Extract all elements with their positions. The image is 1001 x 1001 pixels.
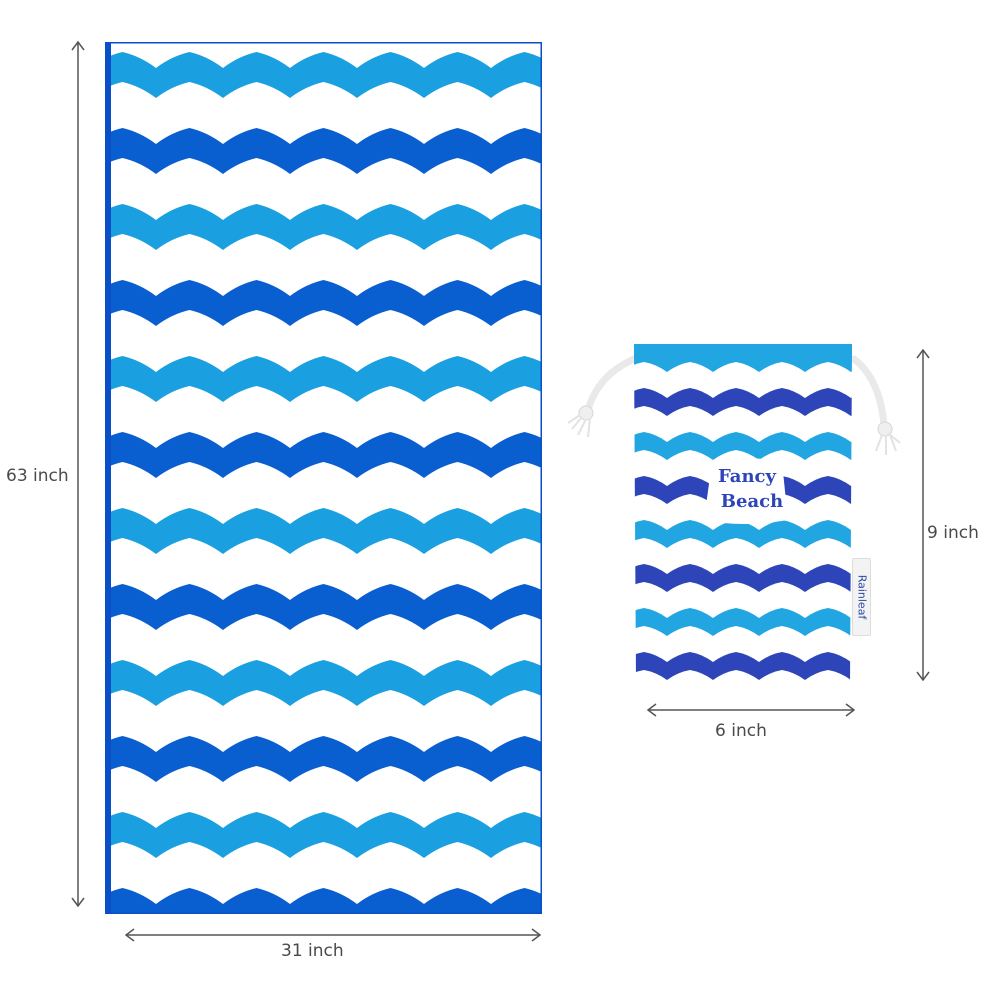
brand-tag-text: Rainleaf <box>855 574 868 620</box>
towel-width-label: 31 inch <box>281 941 344 961</box>
towel-height-label: 63 inch <box>6 466 69 486</box>
bag-height-label: 9 inch <box>927 523 979 543</box>
drawstring-left <box>568 355 638 445</box>
bag-height-arrow <box>913 348 933 682</box>
drawstring-right <box>852 355 912 465</box>
bag-image <box>632 342 854 690</box>
brand-tag: Rainleaf <box>852 558 871 636</box>
bag-width-arrow <box>646 702 856 718</box>
towel-height-arrow <box>68 40 88 910</box>
towel-width-arrow <box>124 927 542 943</box>
bag-width-label: 6 inch <box>715 721 767 741</box>
bag-title-line1: Fancy <box>718 466 776 487</box>
towel-image <box>105 42 542 914</box>
bag-title-line2: Beach <box>720 491 784 512</box>
